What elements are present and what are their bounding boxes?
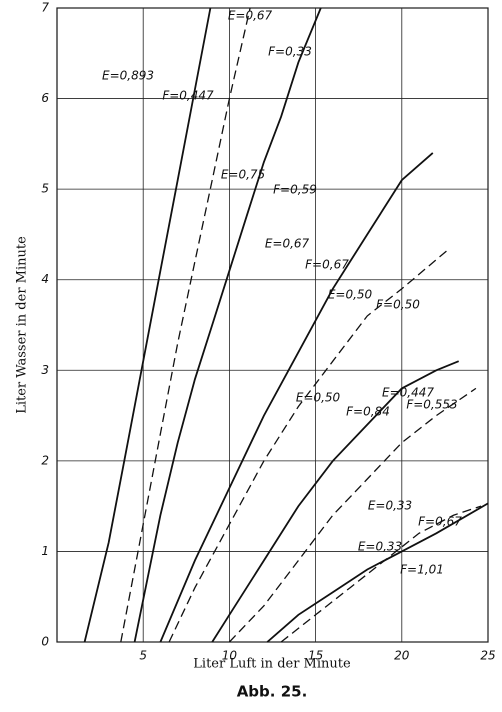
curve-label: F=0,553: [406, 398, 457, 412]
curve-label: F=0,447: [162, 89, 214, 103]
curve-label: E=0,33: [358, 540, 402, 554]
x-tick-label: 25: [480, 649, 495, 663]
x-tick-label: 5: [139, 649, 147, 663]
curve-label: E=0,75: [221, 168, 265, 182]
y-tick-label: 2: [41, 453, 49, 467]
curve-label: E=0,67: [228, 9, 273, 23]
y-tick-label: 1: [41, 544, 49, 558]
curve: [133, 7, 322, 643]
curve-label: F=1,01: [400, 563, 444, 577]
curve: [159, 152, 434, 643]
curve-label: E=0,447: [382, 386, 434, 400]
curve-label: E=0,893: [102, 69, 154, 83]
curve: [83, 7, 212, 643]
curve-label: F=0,50: [376, 298, 420, 312]
y-tick-label: 0: [41, 635, 49, 649]
x-tick-label: 20: [394, 649, 410, 663]
curve: [266, 502, 489, 643]
y-tick-label: 5: [41, 182, 49, 196]
curve-label: F=0,59: [273, 183, 317, 197]
curve: [120, 7, 251, 643]
x-tick-label: 10: [222, 649, 238, 663]
y-tick-label: 7: [41, 1, 49, 15]
curve: [211, 360, 460, 643]
curve: [168, 247, 451, 643]
curve: [228, 387, 477, 643]
x-axis-label: Liter Luft in der Minute: [193, 657, 351, 672]
curve-label: E=0,33: [368, 499, 412, 513]
curve-label: E=0,67: [265, 237, 310, 251]
x-tick-label: 15: [308, 649, 323, 663]
curve-label: E=0,50: [328, 288, 373, 302]
curve-label: F=0,84: [346, 405, 390, 419]
y-tick-label: 4: [41, 272, 49, 286]
y-tick-label: 3: [41, 363, 49, 377]
caption: Abb. 25.: [237, 683, 308, 701]
y-axis-label: Liter Wasser in der Minute: [15, 236, 30, 414]
curve-label: E=0,50: [296, 391, 341, 405]
curve-label: F=0,67: [305, 258, 349, 272]
y-tick-label: 6: [41, 91, 49, 105]
